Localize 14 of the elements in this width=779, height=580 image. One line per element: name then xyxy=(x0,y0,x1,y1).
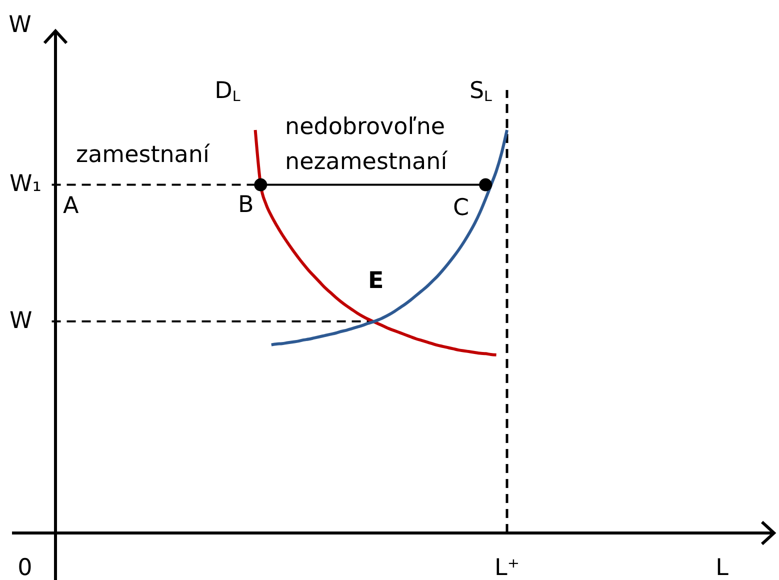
annotation: nedobrovoľne nezamestnaní xyxy=(285,114,448,175)
x-tick-label: L⁺ xyxy=(494,555,520,580)
series-label: S$_{L}$ xyxy=(469,78,492,105)
y-axis-title: W xyxy=(8,12,32,38)
annotation: zamestnaní xyxy=(76,142,210,168)
annotation: A xyxy=(63,193,79,219)
annotation: B xyxy=(238,192,254,218)
series-label: D$_{L}$ xyxy=(214,78,240,105)
annotation: E xyxy=(368,268,384,294)
annotation: W xyxy=(10,308,32,334)
annotation: W₁ xyxy=(10,171,42,197)
text: L xyxy=(716,555,729,580)
x-tick-label: 0 xyxy=(18,555,32,580)
annotation: C xyxy=(453,195,470,221)
